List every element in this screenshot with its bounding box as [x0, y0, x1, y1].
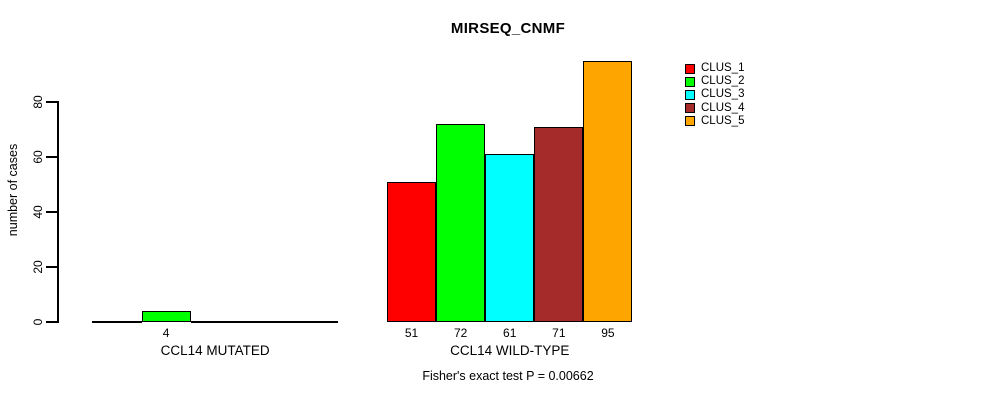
zero-height-bar: [239, 321, 290, 323]
legend-swatch-icon: [685, 63, 695, 74]
y-tick-label: 20: [31, 260, 45, 274]
y-tick-label: 0: [31, 318, 45, 326]
zero-height-bar: [190, 321, 241, 323]
group-label: CCL14 WILD-TYPE: [450, 343, 570, 358]
y-axis-tick: [46, 211, 58, 213]
bar-clus_2: [436, 124, 486, 322]
legend: CLUS_1 CLUS_2 CLUS_3 CLUS_4 CLUS_5: [685, 62, 744, 128]
legend-swatch-icon: [685, 116, 695, 127]
y-axis-tick: [46, 266, 58, 268]
bar-clus_5: [583, 60, 633, 322]
y-tick-label: 60: [31, 150, 45, 164]
chart-title: MIRSEQ_CNMF: [450, 20, 566, 37]
bar-value-label: 71: [552, 326, 566, 340]
legend-swatch-icon: [685, 76, 695, 87]
bar-clus_1: [387, 181, 437, 322]
bar-clus_2: [141, 311, 191, 322]
y-tick-label: 40: [31, 205, 45, 219]
legend-label: CLUS_1: [701, 62, 745, 75]
legend-item-clus_2: CLUS_2: [685, 75, 744, 88]
bar-value-label: 4: [162, 326, 170, 340]
legend-label: CLUS_2: [701, 75, 745, 88]
fisher-test-annotation: Fisher's exact test P = 0.00662: [422, 369, 594, 383]
bar-clus_4: [534, 126, 584, 322]
bar-value-label: 51: [404, 326, 419, 340]
zero-height-bar: [288, 321, 339, 323]
bar-value-label: 95: [601, 326, 615, 340]
y-axis-tick: [46, 321, 58, 323]
y-axis-tick: [46, 156, 58, 158]
bar-value-label: 72: [453, 326, 468, 340]
legend-item-clus_5: CLUS_5: [685, 115, 744, 128]
legend-label: CLUS_5: [701, 114, 745, 127]
y-tick-label: 80: [31, 95, 45, 109]
legend-label: CLUS_4: [701, 101, 745, 114]
legend-item-clus_3: CLUS_3: [685, 88, 744, 101]
legend-item-clus_4: CLUS_4: [685, 102, 744, 115]
legend-swatch-icon: [685, 89, 695, 100]
bar-value-label: 61: [503, 326, 517, 340]
bar-clus_3: [485, 154, 535, 322]
legend-item-clus_1: CLUS_1: [685, 62, 744, 75]
zero-height-bar: [92, 321, 142, 323]
y-axis-label: number of cases: [6, 143, 20, 237]
y-axis-tick: [46, 101, 58, 103]
legend-label: CLUS_3: [701, 88, 745, 101]
legend-swatch-icon: [685, 103, 695, 114]
group-label: CCL14 MUTATED: [160, 343, 270, 358]
